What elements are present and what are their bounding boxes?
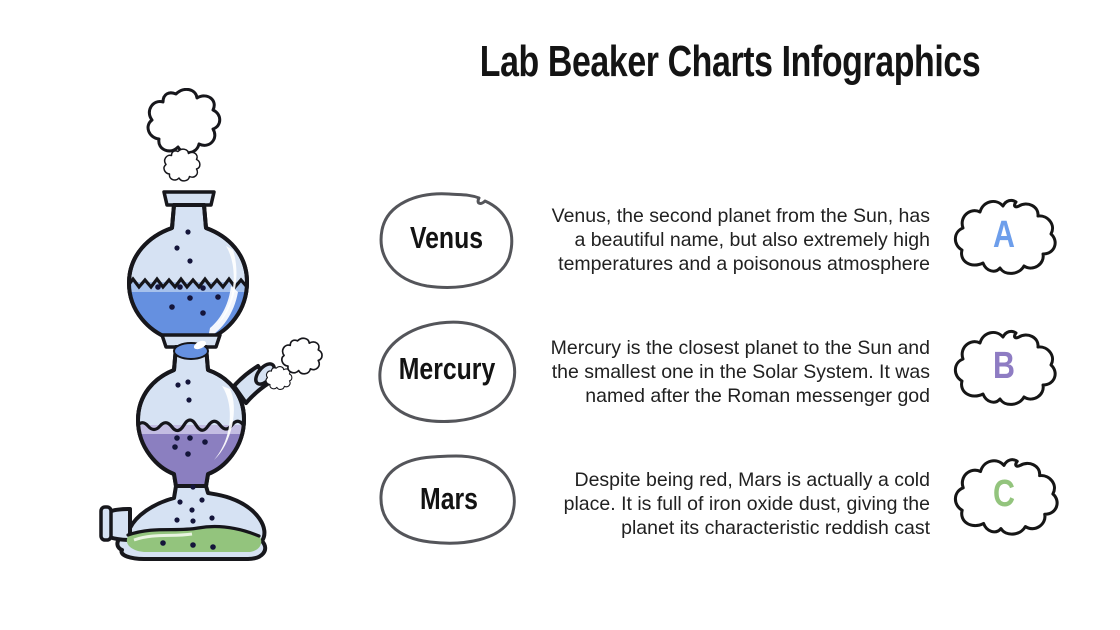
cloud-icon [953,329,1057,406]
mars-description-line: planet its characteristic reddish cast [621,517,930,539]
mercury-label: Mercury [398,350,496,386]
flask-illustration-svg [99,87,323,561]
middle-liquid-waveline [138,418,244,433]
mercury-blob-svg [378,320,516,423]
mars-blob-svg [379,454,516,545]
mars-label: Mars [420,480,478,516]
mercury-description-line: the smallest one in the Solar System. It… [551,361,930,383]
bottom-liquid-waveline [126,524,261,538]
row-mars: Mars Despite being red, Mars is actually… [0,452,1120,567]
cloud-icon [953,458,1059,536]
top-flask-rim [162,190,216,207]
smoke-puff-small-icon [163,148,201,182]
flask-illustration [50,87,350,568]
mercury-description-line: named after the Roman messenger god [585,385,930,407]
mercury-description: Mercury is the closest planet to the Sun… [520,336,930,408]
mars-description: Despite being red, Mars is actually a co… [520,468,930,540]
top-liquid-highlight [208,286,238,338]
row-venus: Venus Venus, the second planet from the … [0,190,1120,305]
mercury-badge-letter: B [992,344,1015,387]
venus-blob-outline [379,192,514,289]
venus-description-line: temperatures and a poisonous atmosphere [558,253,930,275]
venus-description-line: Venus, the second planet from the Sun, h… [551,205,930,227]
top-liquid-waveline [129,276,247,290]
cloud-icon [953,198,1057,275]
middle-flask-bubbles [172,379,208,457]
page-title-text: Lab Beaker Charts Infographics [479,37,981,86]
bottom-flask-bubbles [160,484,216,550]
venus-description-line: a beautiful name, but also extremely hig… [574,229,930,251]
middle-flask-glass-highlight [214,386,234,460]
mars-description-line: place. It is full of iron oxide dust, gi… [563,493,930,515]
pour-highlight [193,340,207,350]
bottom-flask-spout-rim [99,505,113,542]
top-flask-bubbles [155,229,221,316]
venus-badge-cloud: A [953,193,1057,281]
mercury-label-blob: Mercury [372,318,522,423]
mars-badge-letter: C [992,472,1015,515]
mars-badge-cloud: C [953,452,1059,540]
venus-badge-letter: A [992,213,1015,256]
bottom-liquid-fill [126,525,262,552]
bottom-liquid-highlight [133,532,193,542]
mercury-description-line: Mercury is the closest planet to the Sun… [550,337,930,359]
row-mercury: Mercury Mercury is the closest planet to… [0,318,1120,433]
venus-description: Venus, the second planet from the Sun, h… [520,204,930,276]
mars-label-blob: Mars [374,452,524,549]
smoke-puff-large-icon [146,87,222,155]
mercury-blob-outline [378,320,516,423]
mars-blob-outline [379,454,516,545]
mars-description-line: Despite being red, Mars is actually a co… [574,469,930,491]
cloud-outline [953,198,1057,275]
page-title: Lab Beaker Charts Infographics [400,40,1060,84]
mercury-badge-cloud: B [953,324,1057,412]
cloud-outline [953,329,1057,406]
venus-label-blob: Venus [375,190,518,290]
venus-blob-svg [379,192,514,289]
venus-label: Venus [409,220,484,255]
cloud-outline [953,458,1059,536]
